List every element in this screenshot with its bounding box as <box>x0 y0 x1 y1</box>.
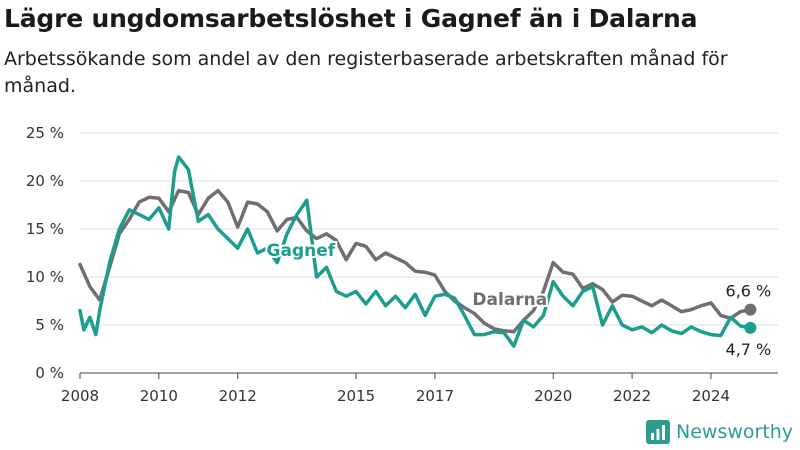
x-tick-label: 2017 <box>416 387 454 405</box>
x-tick-label: 2008 <box>61 387 99 405</box>
x-tick-label: 2010 <box>140 387 178 405</box>
y-tick-label: 20 % <box>26 172 64 190</box>
x-tick-label: 2020 <box>534 387 572 405</box>
end-point-gagnef <box>744 321 757 334</box>
y-tick-label: 0 % <box>35 364 64 382</box>
x-tick-label: 2022 <box>613 387 651 405</box>
y-tick-label: 5 % <box>35 316 64 334</box>
end-value-label: 6,6 % <box>726 282 772 301</box>
series-annotation: Gagnef <box>267 241 336 261</box>
x-tick-label: 2012 <box>219 387 257 405</box>
brand: Newsworthy <box>646 420 793 444</box>
chart-subtitle: Arbetssökande som andel av den registerb… <box>4 48 728 97</box>
end-point-dalarna <box>744 303 757 316</box>
x-tick-label: 2024 <box>692 387 730 405</box>
x-axis-ticks: 2008 2010 2012 2015 2017 2020 2022 2024 <box>61 372 778 405</box>
x-tick-label: 2015 <box>337 387 375 405</box>
grid-lines <box>80 132 778 374</box>
y-tick-label: 15 % <box>26 220 64 238</box>
chart-title: Lägre ungdomsarbetslöshet i Gagnef än i … <box>4 4 698 33</box>
y-axis-ticks: 0 % 5 % 10 % 15 % 20 % 25 % <box>26 124 64 382</box>
end-value-label: 4,7 % <box>726 340 772 359</box>
series-annotation: Dalarna <box>472 290 547 310</box>
newsworthy-logo-icon <box>646 420 670 444</box>
series-labels: 6,6 % 4,7 % Gagnef Dalarna <box>265 239 772 359</box>
brand-name: Newsworthy <box>676 421 794 443</box>
series-line-dalarna <box>78 188 753 334</box>
y-tick-label: 10 % <box>26 268 64 286</box>
series-lines <box>78 155 757 348</box>
series-line-gagnef <box>78 155 753 348</box>
y-tick-label: 25 % <box>26 124 64 142</box>
